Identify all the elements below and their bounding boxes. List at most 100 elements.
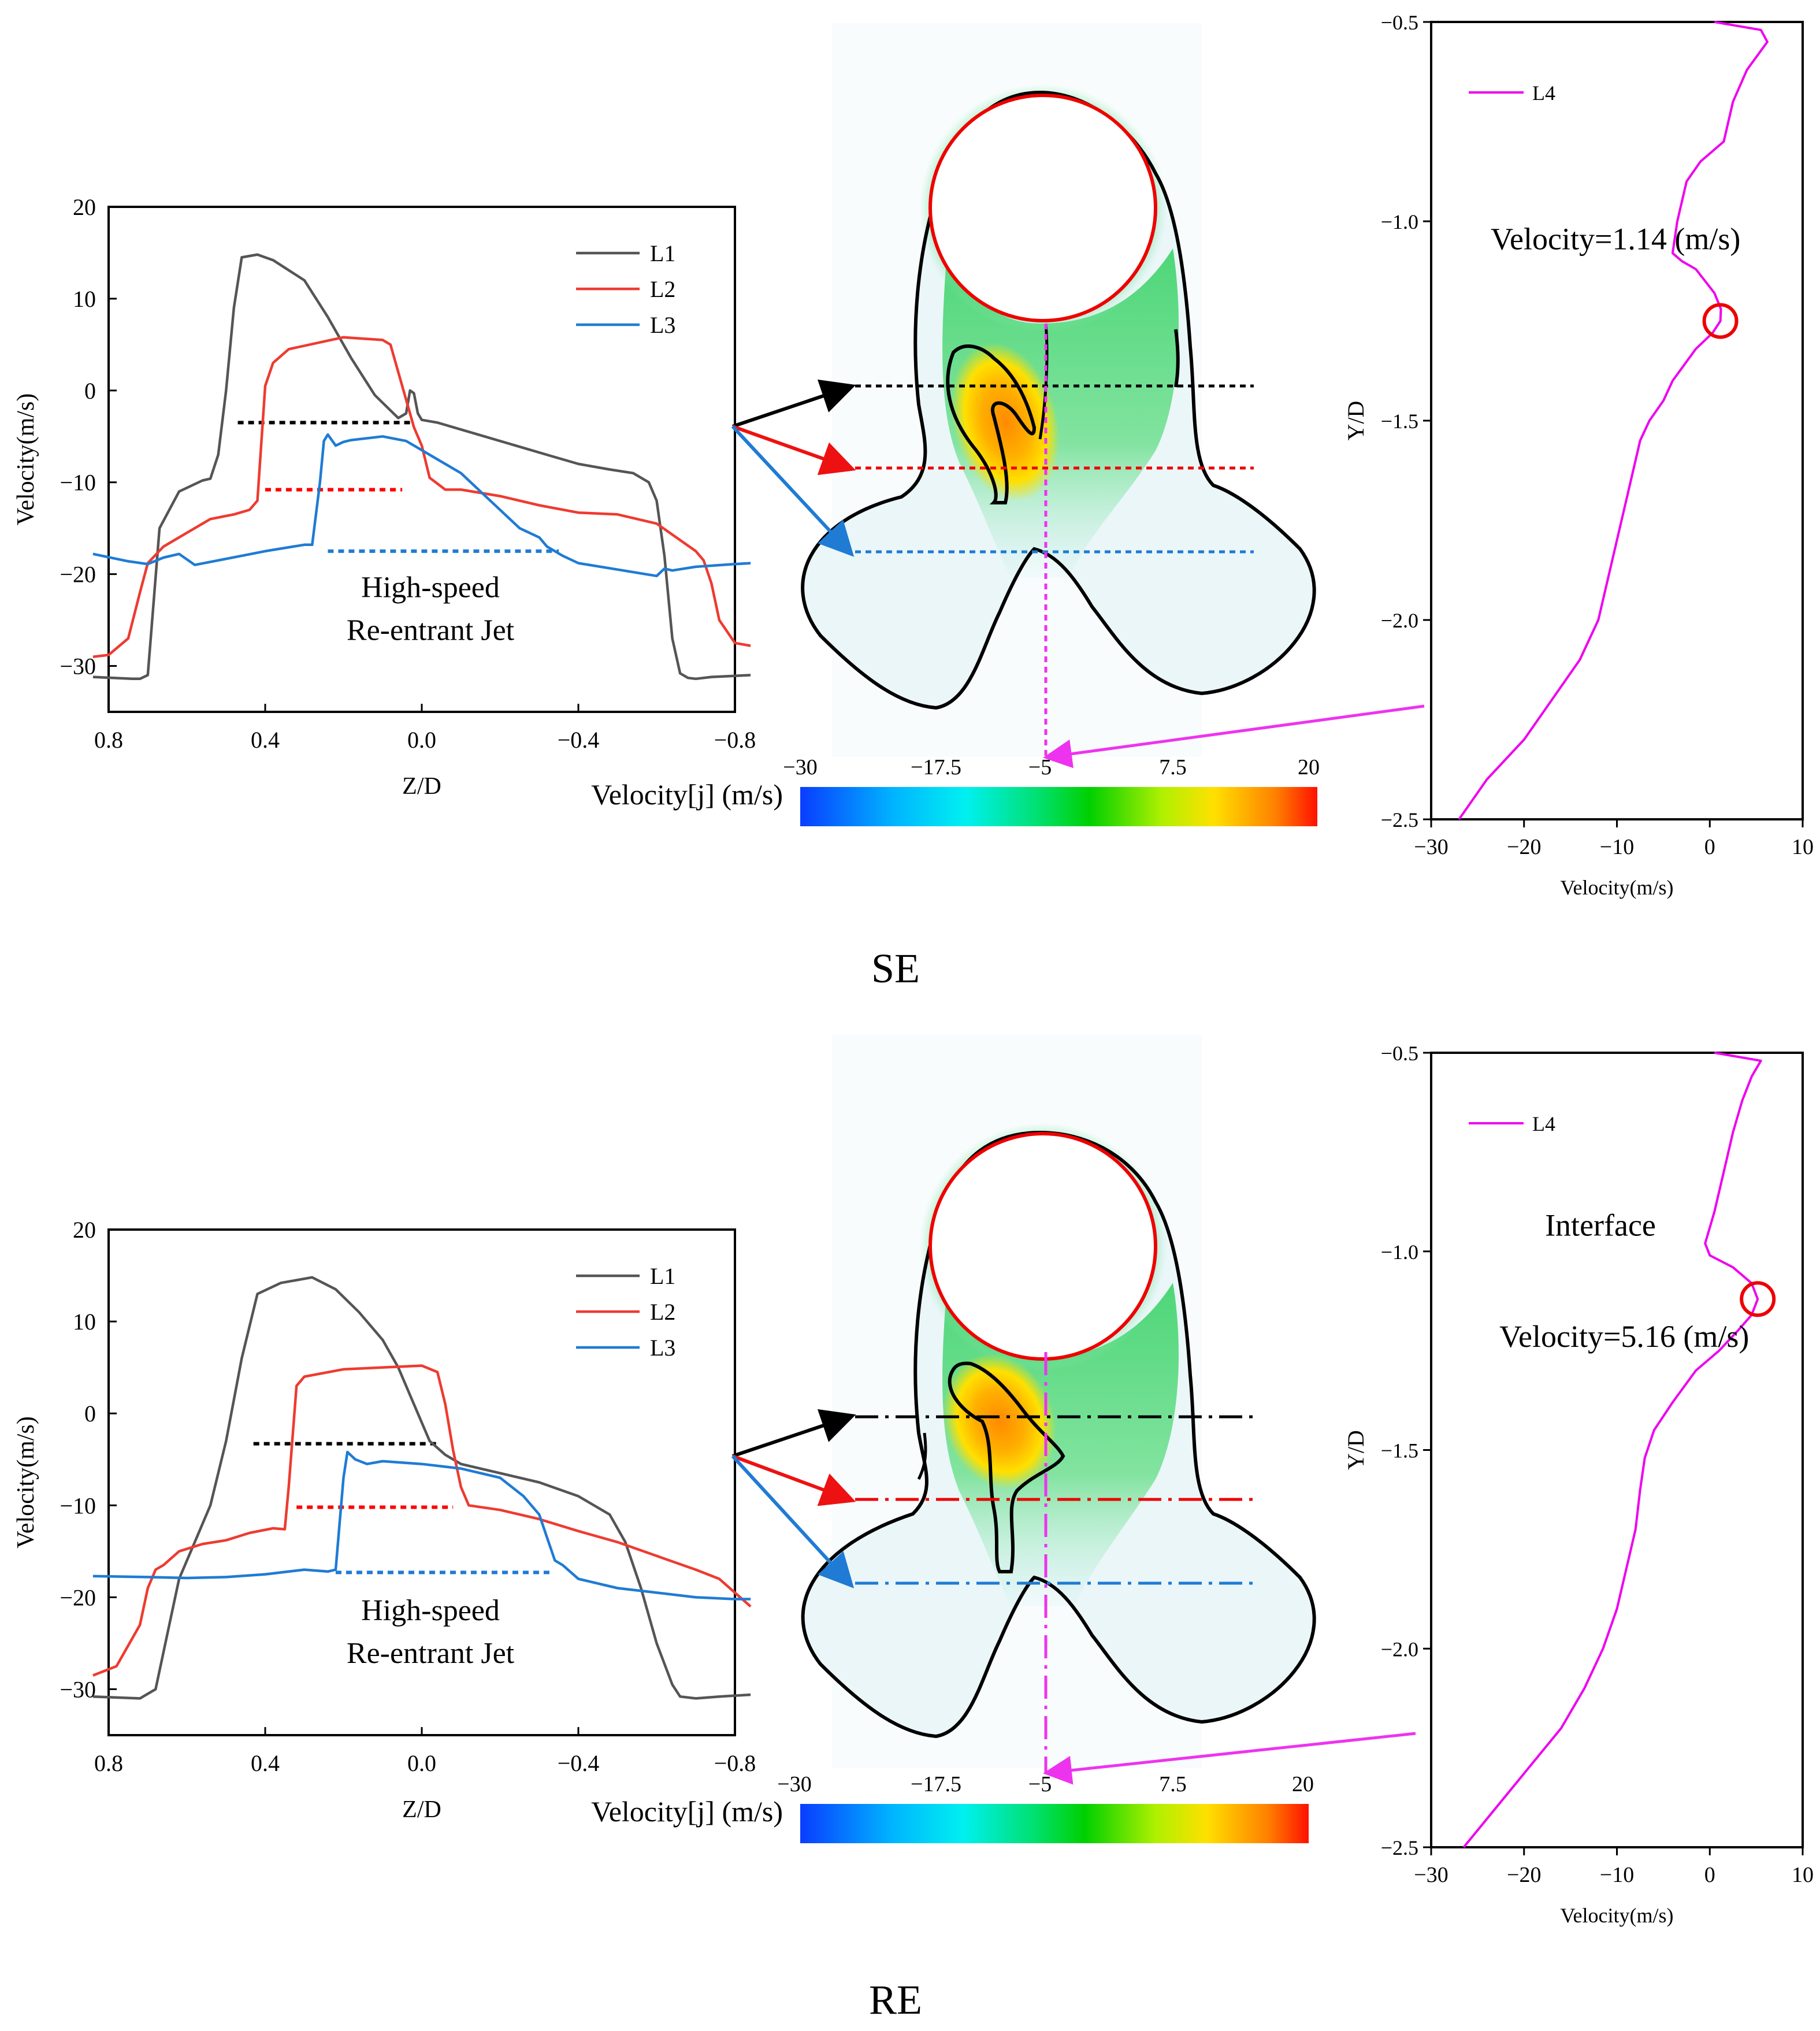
y-axis-label: Velocity(m/s) bbox=[13, 393, 39, 526]
y-tick-label: −1.5 bbox=[1381, 1439, 1418, 1462]
x-tick-label: −0.8 bbox=[714, 1750, 756, 1776]
y-tick-label: −1.0 bbox=[1381, 210, 1418, 233]
y-tick-label: −1.0 bbox=[1381, 1241, 1418, 1264]
legend-label: L2 bbox=[650, 1299, 675, 1325]
y-tick-label: −2.0 bbox=[1381, 609, 1418, 632]
colorbar-gradient bbox=[800, 787, 1317, 826]
x-tick-label: −10 bbox=[1600, 835, 1634, 859]
series-l1-line bbox=[92, 1276, 751, 1700]
annotation-line-2: Re-entrant Jet bbox=[347, 1637, 515, 1670]
legend-label: L3 bbox=[650, 1335, 675, 1361]
x-tick-label: 0.4 bbox=[251, 1750, 280, 1776]
colorbar-tick: −30 bbox=[783, 755, 817, 779]
plot-frame bbox=[1430, 21, 1804, 820]
se-contour-plot bbox=[731, 23, 1425, 768]
y-tick-label: −2.0 bbox=[1381, 1638, 1418, 1661]
legend-label: L1 bbox=[650, 240, 675, 266]
y-tick-label: 10 bbox=[73, 1309, 96, 1335]
colorbar-tick: −17.5 bbox=[911, 1772, 961, 1796]
x-tick-label: −30 bbox=[1414, 1863, 1448, 1887]
re-colorbar: Velocity[j] (m/s) −30 −17.5 −5 7.5 20 bbox=[591, 1772, 1314, 1843]
legend-label: L2 bbox=[650, 276, 675, 302]
re-contour-plot bbox=[731, 1034, 1416, 1785]
pointer-arrow-l3 bbox=[731, 425, 855, 557]
y-tick-label: 20 bbox=[73, 194, 96, 220]
legend-label: L4 bbox=[1532, 1112, 1555, 1135]
colorbar-tick: 7.5 bbox=[1159, 755, 1187, 779]
x-axis-label: Velocity(m/s) bbox=[1561, 1904, 1674, 1927]
marker-circle bbox=[1740, 1281, 1776, 1317]
colorbar-tick: −17.5 bbox=[911, 755, 961, 779]
plot-frame bbox=[1430, 1052, 1804, 1848]
x-tick-label: 0 bbox=[1704, 1863, 1715, 1887]
y-tick-label: −2.5 bbox=[1381, 808, 1418, 831]
x-tick-label: 0.0 bbox=[407, 1750, 436, 1776]
reentrant-jet-contour bbox=[948, 1361, 1065, 1573]
y-tick-label: −1.5 bbox=[1381, 410, 1418, 433]
y-tick-label: 20 bbox=[73, 1217, 96, 1243]
x-tick-label: −0.8 bbox=[714, 727, 756, 753]
pointer-arrow-l3 bbox=[731, 1454, 855, 1588]
y-tick-label: −30 bbox=[60, 1676, 96, 1702]
y-axis-label: Velocity(m/s) bbox=[13, 1416, 39, 1549]
x-tick-label: 0.4 bbox=[251, 727, 280, 753]
se-left-velocity-chart: 0.8 0.4 0.0 −0.4 −0.8 20 10 0 −10 −20 −30 Z/D Veloci… bbox=[13, 194, 756, 800]
x-tick-label: 0.8 bbox=[94, 727, 123, 753]
x-tick-label: −0.4 bbox=[558, 1750, 600, 1776]
y-tick-label: −10 bbox=[60, 470, 96, 496]
series-l2-line bbox=[92, 1364, 752, 1677]
pointer-arrow-l1 bbox=[732, 379, 856, 428]
colorbar-tick: 7.5 bbox=[1159, 1772, 1187, 1796]
y-tick-label: 0 bbox=[84, 1401, 96, 1427]
y-axis-label: Y/D bbox=[1343, 401, 1369, 441]
re-left-velocity-chart: 0.8 0.4 0.0 −0.4 −0.8 20 10 0 −10 −20 −30 Z/D Veloci… bbox=[13, 1217, 756, 1823]
colorbar-tick: −5 bbox=[1028, 1772, 1052, 1796]
pointer-arrow-l4 bbox=[1043, 1732, 1416, 1785]
re-right-velocity-chart: −30 −20 −10 0 10 −0.5 −1.0 −1.5 −2.0 −2.5 Velocity… bbox=[1343, 1042, 1814, 1927]
pointer-arrow-l4 bbox=[1043, 704, 1425, 768]
colorbar-title: Velocity[j] (m/s) bbox=[591, 778, 783, 811]
y-tick-label: −2.5 bbox=[1381, 1836, 1418, 1859]
annotation-line-1: High-speed bbox=[361, 1594, 500, 1627]
y-tick-label: −10 bbox=[60, 1492, 96, 1518]
panel-label-re: RE bbox=[869, 1977, 922, 2023]
x-tick-label: 0.8 bbox=[94, 1750, 123, 1776]
series-l3-line bbox=[92, 433, 751, 578]
series-l4-line bbox=[1462, 1052, 1762, 1848]
pointer-arrow-l1 bbox=[732, 1409, 856, 1458]
x-tick-label: −20 bbox=[1507, 1863, 1541, 1887]
x-tick-label: 0.0 bbox=[407, 727, 436, 753]
legend-label: L1 bbox=[650, 1263, 675, 1289]
se-colorbar: Velocity[j] (m/s) −30 −17.5 −5 7.5 20 bbox=[591, 755, 1320, 826]
x-tick-label: −10 bbox=[1600, 1863, 1634, 1887]
marker-circle bbox=[1702, 303, 1739, 339]
x-tick-label: 10 bbox=[1792, 835, 1814, 859]
y-tick-label: −0.5 bbox=[1381, 11, 1418, 34]
x-tick-label: 10 bbox=[1792, 1863, 1814, 1887]
x-axis-label: Z/D bbox=[402, 1796, 441, 1823]
interface-annotation: Interface bbox=[1545, 1208, 1656, 1242]
annotation-line-2: Re-entrant Jet bbox=[347, 614, 515, 647]
colorbar-tick: −30 bbox=[777, 1772, 811, 1796]
legend-label: L3 bbox=[650, 312, 675, 338]
colorbar-tick: 20 bbox=[1292, 1772, 1314, 1796]
x-tick-label: −0.4 bbox=[558, 727, 600, 753]
y-tick-label: −0.5 bbox=[1381, 1042, 1418, 1065]
panel-label-se: SE bbox=[871, 945, 920, 992]
velocity-annotation: Velocity=5.16 (m/s) bbox=[1499, 1319, 1749, 1354]
series-l3-line bbox=[92, 1450, 751, 1601]
pointer-arrow-l2 bbox=[731, 425, 856, 476]
y-axis-label: Y/D bbox=[1343, 1430, 1369, 1470]
y-tick-label: −20 bbox=[60, 562, 96, 588]
y-tick-label: 10 bbox=[73, 286, 96, 312]
x-tick-label: 0 bbox=[1704, 835, 1715, 859]
y-tick-label: −30 bbox=[60, 654, 96, 680]
panel-re: 0.8 0.4 0.0 −0.4 −0.8 20 10 0 −10 −20 −30 Z/D Veloci… bbox=[13, 1034, 1814, 2023]
x-tick-label: −30 bbox=[1414, 835, 1448, 859]
series-l2-line bbox=[92, 336, 751, 658]
pointer-arrow-l2 bbox=[731, 1454, 856, 1506]
legend-label: L4 bbox=[1532, 81, 1555, 105]
colorbar-tick: −5 bbox=[1028, 755, 1052, 779]
hydrofoil-cylinder bbox=[928, 94, 1157, 322]
